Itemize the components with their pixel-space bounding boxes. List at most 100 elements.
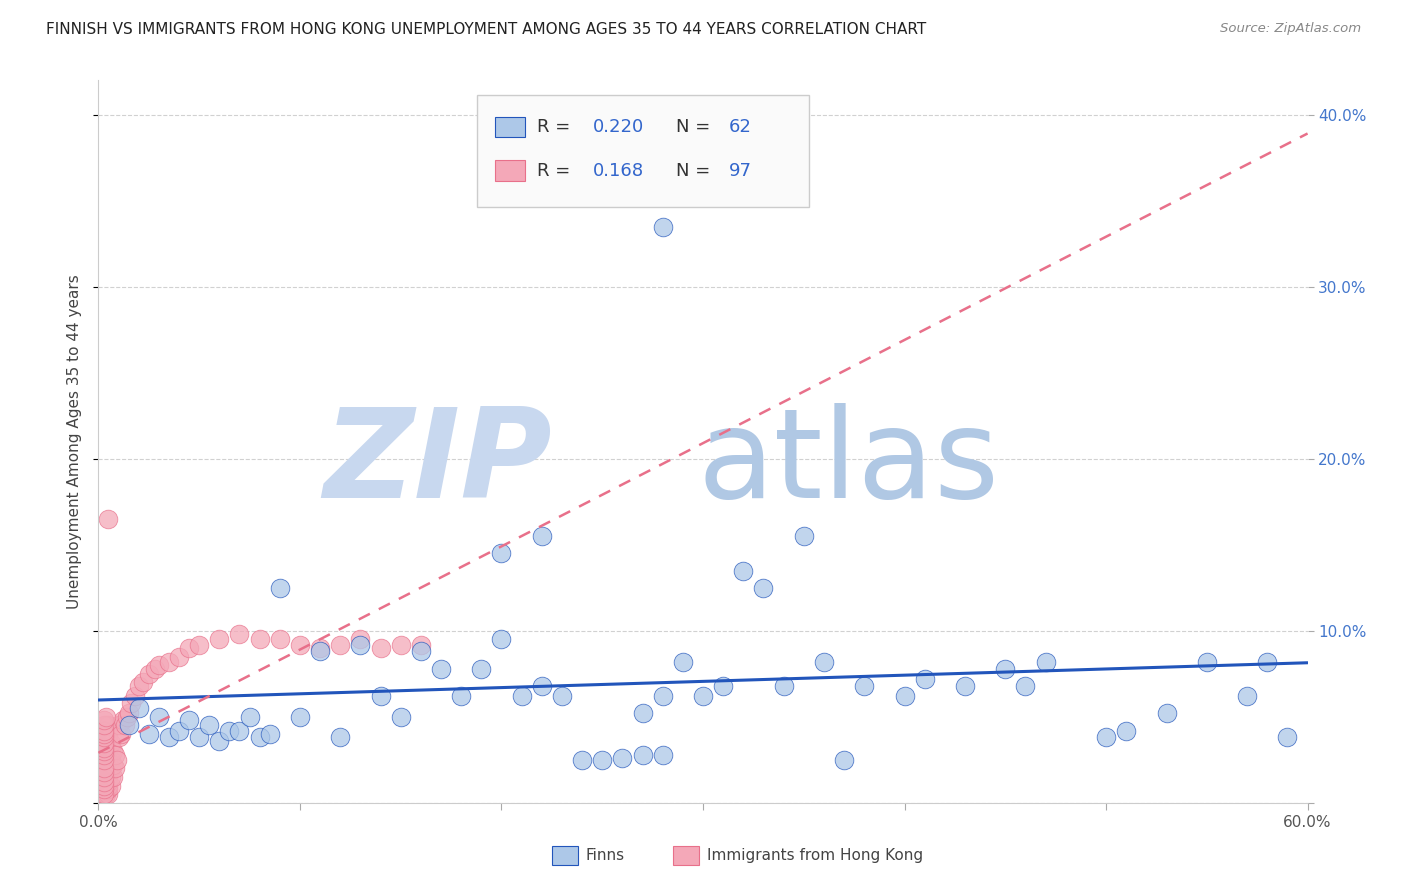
Point xyxy=(93,744,115,758)
Point xyxy=(93,787,115,801)
Point xyxy=(100,770,122,784)
Point xyxy=(651,747,673,762)
FancyBboxPatch shape xyxy=(672,847,699,865)
Text: R =: R = xyxy=(537,161,582,179)
Point xyxy=(793,529,815,543)
Point xyxy=(218,723,240,738)
Point xyxy=(93,753,115,767)
Text: 97: 97 xyxy=(728,161,751,179)
Point xyxy=(530,679,553,693)
Point xyxy=(711,679,734,693)
Point xyxy=(100,744,122,758)
Point xyxy=(115,710,138,724)
Point xyxy=(93,764,115,779)
Point xyxy=(409,638,432,652)
Y-axis label: Unemployment Among Ages 35 to 44 years: Unemployment Among Ages 35 to 44 years xyxy=(67,274,83,609)
Point xyxy=(953,679,976,693)
Point xyxy=(97,770,120,784)
Point xyxy=(138,666,160,681)
Point xyxy=(179,713,201,727)
Point xyxy=(93,735,115,749)
Point xyxy=(409,644,432,658)
Point xyxy=(288,638,311,652)
Point xyxy=(631,706,654,721)
Point xyxy=(111,713,134,727)
Text: FINNISH VS IMMIGRANTS FROM HONG KONG UNEMPLOYMENT AMONG AGES 35 TO 44 YEARS CORR: FINNISH VS IMMIGRANTS FROM HONG KONG UNE… xyxy=(46,22,927,37)
Point xyxy=(491,546,513,560)
Point xyxy=(813,655,835,669)
Point xyxy=(101,744,124,758)
Point xyxy=(389,638,412,652)
Point xyxy=(309,640,332,655)
Point xyxy=(772,679,794,693)
Point xyxy=(93,775,115,789)
Point xyxy=(228,723,250,738)
Point xyxy=(97,727,120,741)
Point xyxy=(93,770,115,784)
Text: Source: ZipAtlas.com: Source: ZipAtlas.com xyxy=(1220,22,1361,36)
Point xyxy=(672,655,695,669)
Text: atlas: atlas xyxy=(697,402,1000,524)
Point xyxy=(389,710,412,724)
Point xyxy=(93,758,115,772)
Point xyxy=(93,761,115,775)
Point xyxy=(96,718,118,732)
Point xyxy=(249,731,271,745)
Point xyxy=(101,770,124,784)
Point xyxy=(239,710,262,724)
Point xyxy=(132,675,155,690)
FancyBboxPatch shape xyxy=(495,117,526,137)
Point xyxy=(93,723,115,738)
FancyBboxPatch shape xyxy=(495,161,526,181)
Point xyxy=(994,662,1017,676)
Point xyxy=(128,679,150,693)
Point xyxy=(1095,731,1118,745)
Point xyxy=(93,764,115,779)
Point xyxy=(100,761,122,775)
Point xyxy=(491,632,513,647)
Text: N =: N = xyxy=(676,119,717,136)
Point xyxy=(651,219,673,234)
Point xyxy=(103,747,125,762)
Point xyxy=(97,735,120,749)
Point xyxy=(530,529,553,543)
Text: 62: 62 xyxy=(728,119,751,136)
Text: 0.168: 0.168 xyxy=(593,161,644,179)
Text: Finns: Finns xyxy=(586,848,624,863)
Point xyxy=(93,761,115,775)
Point xyxy=(1035,655,1057,669)
Point xyxy=(97,744,120,758)
Point xyxy=(100,753,122,767)
Point xyxy=(97,718,120,732)
Point xyxy=(96,710,118,724)
Point xyxy=(97,761,120,775)
Point xyxy=(107,731,129,745)
Point xyxy=(101,758,124,772)
Point xyxy=(93,731,115,745)
Point xyxy=(259,727,281,741)
Point xyxy=(93,713,115,727)
Point xyxy=(167,723,190,738)
Point xyxy=(96,727,118,741)
Point xyxy=(733,564,755,578)
Point xyxy=(148,710,170,724)
Point xyxy=(188,731,211,745)
Point xyxy=(1115,723,1137,738)
Point xyxy=(370,640,392,655)
Point xyxy=(591,753,613,767)
Point xyxy=(97,731,120,745)
Point xyxy=(269,581,291,595)
Point xyxy=(188,638,211,652)
Point xyxy=(110,727,132,741)
Point xyxy=(208,734,231,748)
Point xyxy=(93,747,115,762)
Point xyxy=(914,672,936,686)
Point xyxy=(269,632,291,647)
Point xyxy=(288,710,311,724)
Point xyxy=(93,753,115,767)
Point xyxy=(329,638,352,652)
Point xyxy=(93,731,115,745)
Point xyxy=(430,662,453,676)
Point xyxy=(96,787,118,801)
Point xyxy=(148,658,170,673)
